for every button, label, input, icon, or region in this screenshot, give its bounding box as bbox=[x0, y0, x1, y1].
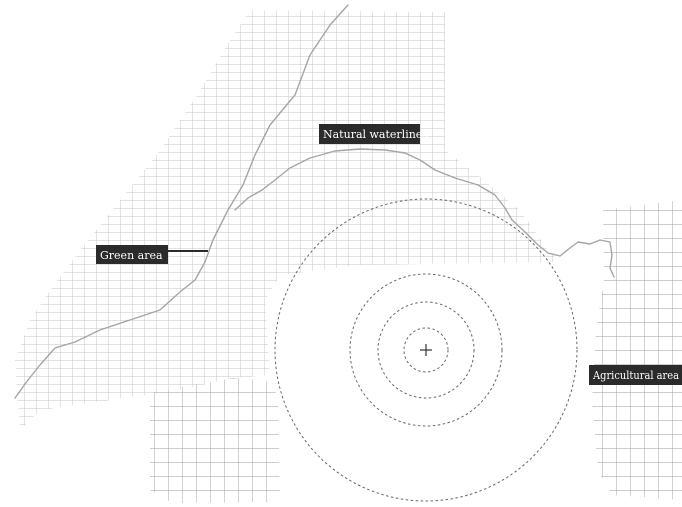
natural-waterlines bbox=[14, 4, 615, 399]
label-agricultural-area-text: Agricultural area bbox=[592, 369, 679, 382]
range-ring-outer bbox=[274, 198, 578, 502]
label-green-area-text: Green area bbox=[100, 249, 163, 262]
range-ring-medium bbox=[377, 301, 475, 399]
grid-block-lower-left bbox=[150, 378, 280, 503]
agricultural-area-region bbox=[592, 200, 682, 500]
label-natural-waterlines-text: Natural waterlines bbox=[323, 128, 428, 141]
label-agricultural-area: Agricultural area bbox=[589, 365, 682, 385]
waterline-main bbox=[234, 148, 615, 278]
label-natural-waterlines: Natural waterlines bbox=[319, 124, 428, 144]
range-rings bbox=[274, 198, 578, 502]
label-green-area: Green area bbox=[96, 245, 208, 264]
crosshair-icon bbox=[420, 344, 432, 356]
range-ring-large bbox=[349, 273, 503, 427]
range-ring-inner bbox=[403, 327, 449, 373]
waterline-west bbox=[14, 4, 349, 399]
